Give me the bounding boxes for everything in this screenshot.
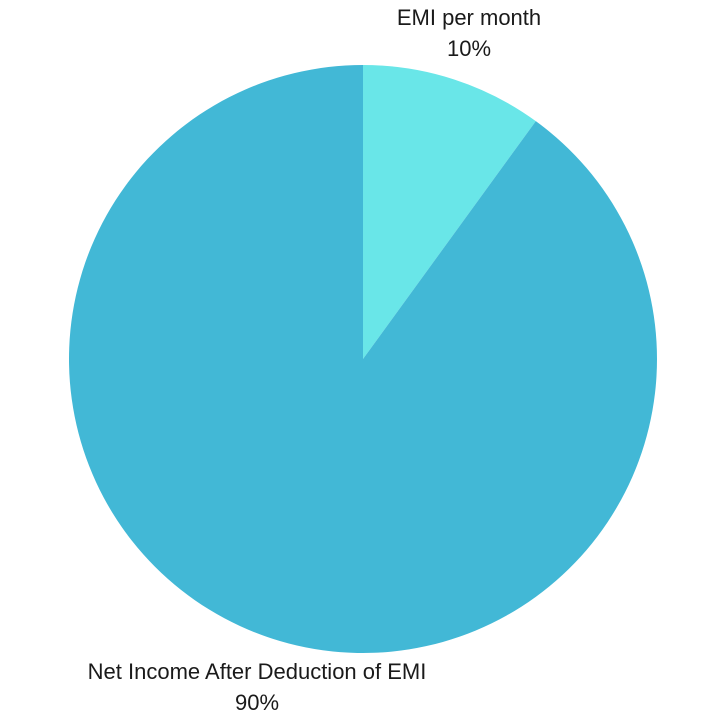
pie-slices <box>68 65 657 654</box>
pie-slice-emi-per-month <box>363 65 536 359</box>
slice-label-emi-per-month-name: EMI per month <box>397 5 541 30</box>
slice-label-net-income-value: 90% <box>235 690 279 715</box>
slice-label-emi-per-month-value: 10% <box>447 36 491 61</box>
slice-label-net-income-name: Net Income After Deduction of EMI <box>88 659 427 684</box>
pie-labels: EMI per month 10% Net Income After Deduc… <box>88 5 542 715</box>
pie-slice-net-income-after-deduction-of-emi <box>68 65 657 654</box>
